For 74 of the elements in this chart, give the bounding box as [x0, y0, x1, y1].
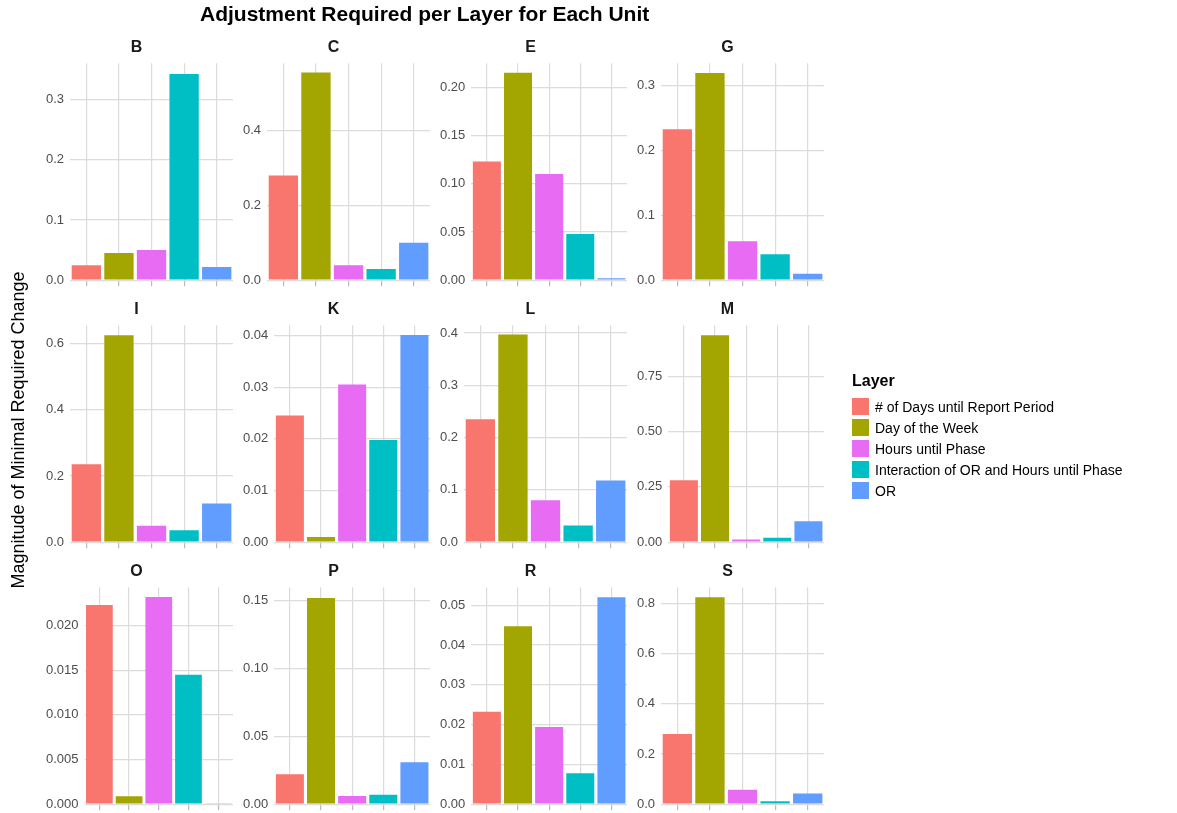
y-tick-label: 0.00: [242, 533, 269, 549]
y-tick-label: 0.05: [439, 223, 466, 239]
y-tick-label: 0.6: [45, 335, 65, 350]
y-tick-label: 0.01: [439, 755, 466, 771]
y-tick-label: 0.4: [636, 695, 656, 711]
y-tick-label: 0.2: [636, 142, 656, 158]
chart-title: G: [721, 38, 734, 56]
y-tick-label: 0.4: [242, 122, 262, 138]
legend-label: Hours until Phase: [875, 440, 986, 457]
y-tick-label: 0.00: [439, 795, 466, 811]
y-tick-label: 0.20: [439, 78, 466, 94]
y-tick-label: 0.2: [636, 745, 656, 761]
y-tick-label: 0.04: [242, 327, 269, 343]
y-tick-label: 0.0: [636, 271, 656, 287]
y-tick-label: 0.8: [636, 595, 656, 611]
y-tick-label: 0.02: [439, 716, 466, 732]
y-tick-label: 0.03: [242, 378, 269, 394]
y-tick-label: 0.05: [439, 596, 466, 612]
y-tick-label: 0.4: [45, 401, 65, 417]
y-tick-label: 0.00: [439, 271, 466, 287]
chart-title: M: [720, 300, 735, 318]
chart-title: O: [130, 562, 143, 580]
y-tick-label: 0.000: [45, 795, 79, 811]
y-tick-label: 0.1: [439, 481, 459, 497]
chart-title: E: [525, 38, 537, 56]
chart-title: C: [327, 38, 340, 56]
chart-title: K: [327, 300, 340, 318]
legend-title: Layer: [852, 372, 896, 390]
chart-title: R: [524, 562, 537, 580]
y-tick-label: 0.2: [439, 429, 459, 445]
y-tick-label: 0.3: [636, 77, 656, 93]
y-tick-label: 0.03: [439, 676, 466, 692]
legend-label: OR: [875, 482, 896, 499]
legend-label: # of Days until Report Period: [875, 398, 1054, 415]
y-tick-label: 0.6: [636, 645, 656, 661]
y-tick-label: 0.005: [45, 751, 79, 767]
y-tick-label: 0.2: [45, 467, 65, 483]
y-tick-label: 0.0: [45, 533, 65, 549]
y-tick-label: 0.05: [242, 727, 269, 743]
y-tick-label: 0.2: [242, 196, 262, 212]
y-tick-label: 0.0: [636, 795, 656, 811]
y-tick-label: 0.25: [636, 478, 663, 494]
chart-title: P: [328, 562, 340, 580]
legend-label: Day of the Week: [875, 419, 979, 436]
chart-title: S: [722, 562, 734, 580]
y-tick-label: 0.75: [636, 367, 663, 383]
y-tick-label: 0.00: [636, 533, 663, 549]
chart-title: L: [525, 300, 536, 318]
y-tick-label: 0.10: [242, 660, 269, 676]
y-tick-label: 0.020: [45, 617, 79, 633]
y-tick-label: 0.04: [439, 636, 466, 652]
chart-title: I: [134, 300, 139, 318]
text: Magnitude of Minimal Required Change: [7, 271, 29, 589]
y-tick-label: 0.4: [439, 324, 459, 340]
y-tick-label: 0.015: [45, 661, 79, 677]
y-tick-label: 0.3: [45, 90, 65, 106]
y-tick-label: 0.0: [45, 271, 65, 287]
legend-label: Interaction of OR and Hours until Phase: [875, 461, 1123, 478]
y-tick-label: 0.1: [45, 211, 65, 227]
y-tick-label: 0.10: [439, 175, 466, 191]
y-tick-label: 0.3: [439, 376, 459, 392]
y-tick-label: 0.02: [242, 430, 269, 446]
y-tick-label: 0.50: [636, 423, 663, 439]
y-tick-label: 0.01: [242, 482, 269, 498]
y-tick-label: 0.0: [242, 271, 262, 287]
y-tick-label: 0.0: [439, 533, 459, 549]
y-tick-label: 0.00: [242, 795, 269, 811]
chart-title: B: [130, 38, 143, 56]
text: Adjustment Required per Layer for Each Unit: [200, 2, 650, 26]
y-tick-label: 0.15: [439, 127, 466, 143]
y-tick-label: 0.1: [636, 207, 656, 222]
y-tick-label: 0.2: [45, 151, 65, 167]
y-tick-label: 0.15: [242, 592, 269, 608]
y-tick-label: 0.010: [45, 706, 79, 722]
